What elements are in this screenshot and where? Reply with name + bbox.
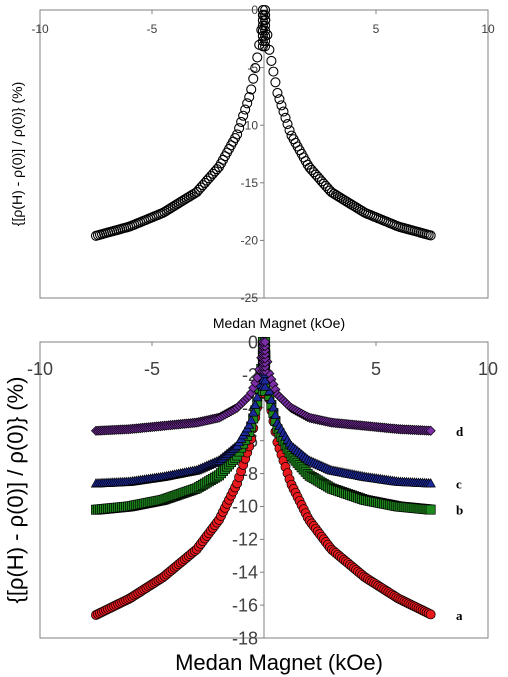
x-tick-label: 5 (373, 22, 380, 36)
data-point (272, 87, 283, 98)
x-tick-label: 10 (478, 359, 498, 379)
data-point (260, 10, 271, 21)
data-point (270, 409, 281, 419)
data-point (252, 372, 263, 383)
data-point (240, 104, 251, 115)
data-point (425, 478, 436, 488)
data-point (278, 106, 289, 117)
y-axis-title: {[ρ(H) - ρ(0)] / ρ(0)} (%) (9, 82, 25, 226)
x-tick-label: -10 (31, 22, 49, 36)
data-point (238, 110, 249, 121)
data-point (425, 609, 436, 620)
y-tick-label: -15 (241, 176, 259, 190)
y-tick-label: -10 (241, 118, 259, 132)
data-point (260, 41, 271, 52)
data-point (260, 30, 271, 41)
curve-label-d: d (456, 424, 464, 439)
x-axis-title: Medan Magnet (kOe) (213, 315, 345, 331)
data-point (236, 116, 247, 128)
data-point (260, 25, 271, 36)
data-point (270, 77, 281, 88)
y-axis-title: {[ρ(H) - ρ(0)] / ρ(0)} (%) (3, 377, 28, 604)
data-point (284, 125, 295, 136)
x-axis-title: Medan Magnet (kOe) (175, 650, 383, 675)
y-tick-label: -12 (232, 530, 258, 550)
data-point (276, 100, 287, 111)
y-tick-label: -5 (247, 61, 258, 75)
data-point (268, 66, 279, 77)
data-point (234, 123, 245, 134)
data-point (282, 118, 293, 130)
data-point (268, 402, 279, 412)
x-tick-label: -5 (147, 22, 158, 36)
data-point (260, 336, 271, 348)
data-point (248, 73, 259, 84)
data-point (248, 407, 259, 417)
y-tick-label: -16 (232, 595, 258, 615)
y-tick-label: -14 (232, 563, 258, 583)
x-tick-label: 5 (371, 359, 381, 379)
data-point (244, 92, 255, 103)
y-tick-label: -10 (232, 497, 258, 517)
data-point (274, 94, 285, 105)
curve-label-a: a (456, 608, 463, 623)
x-tick-label: -5 (144, 359, 160, 379)
data-point (260, 15, 271, 26)
data-point (266, 55, 277, 67)
y-tick-label: -18 (232, 628, 258, 648)
chart-panel-2: 0-2-4-6-8-10-12-14-16-18-10-5510dcbaMeda… (3, 332, 498, 675)
data-point (280, 112, 291, 123)
data-point (250, 63, 261, 74)
y-tick-label: 0 (251, 3, 258, 17)
series-d (90, 336, 436, 436)
chart-panel-1: 0 -5 -10 -15 -20 -25 -10 -5 5 10 Medan Magnet (kOe… (9, 3, 495, 331)
data-point (252, 391, 263, 402)
data-point (244, 419, 255, 429)
data-point (260, 20, 271, 31)
data-point (266, 394, 277, 404)
data-point (260, 36, 271, 47)
data-point (260, 4, 271, 16)
data-point (425, 230, 436, 241)
curve-label-b: b (456, 503, 463, 518)
data-point (232, 129, 243, 140)
data-point (242, 98, 253, 109)
series-1 (90, 4, 436, 241)
data-point (425, 504, 436, 515)
x-tick-label: -10 (27, 359, 53, 379)
curve-label-c: c (456, 476, 462, 491)
data-point (250, 399, 261, 409)
y-tick-label: 0 (248, 332, 258, 352)
x-tick-label: 10 (481, 22, 495, 36)
y-tick-label: -20 (241, 234, 259, 248)
data-point (246, 84, 257, 95)
data-point (259, 381, 271, 391)
data-point (252, 52, 263, 63)
data-point (246, 414, 257, 425)
y-tick-label: -25 (241, 291, 259, 305)
data-point (425, 425, 436, 436)
